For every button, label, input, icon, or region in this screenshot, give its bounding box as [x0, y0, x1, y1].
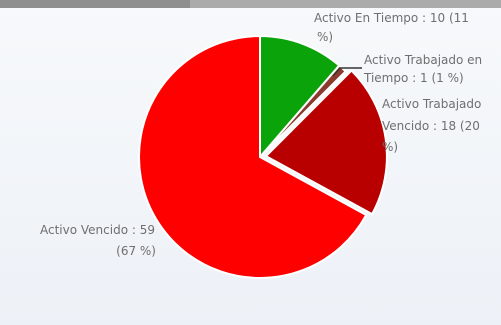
pie-slices	[138, 34, 388, 279]
label-trabajado-en-tiempo-line1: Activo Trabajado en	[364, 53, 482, 67]
pie-slice-activo-trabajado-vencido	[264, 69, 388, 216]
top-header-strip-dark	[0, 0, 190, 8]
leader-lines	[332, 67, 362, 77]
label-trabajado-en-tiempo-line2: Tiempo : 1 (1 %)	[363, 71, 464, 85]
label-trabajado-vencido-line2: Vencido : 18 (20	[382, 119, 480, 133]
label-vencido-line2: (67 %)	[116, 244, 156, 258]
label-trabajado-vencido-line1: Activo Trabajado	[382, 97, 481, 111]
pie-slice-activo-vencido	[138, 34, 368, 279]
label-en-tiempo-line2: %)	[317, 30, 333, 44]
pie-slice-activo-en-tiempo	[259, 34, 341, 160]
leader-line-trabajado-en-tiempo	[332, 67, 362, 77]
data-labels: Activo En Tiempo : 10 (11 %) Activo Trab…	[40, 11, 482, 258]
label-trabajado-vencido-line3: %)	[382, 140, 398, 154]
label-en-tiempo-line1: Activo En Tiempo : 10 (11	[314, 11, 469, 25]
label-vencido-line1: Activo Vencido : 59	[40, 223, 155, 237]
top-header-strip	[0, 0, 501, 8]
